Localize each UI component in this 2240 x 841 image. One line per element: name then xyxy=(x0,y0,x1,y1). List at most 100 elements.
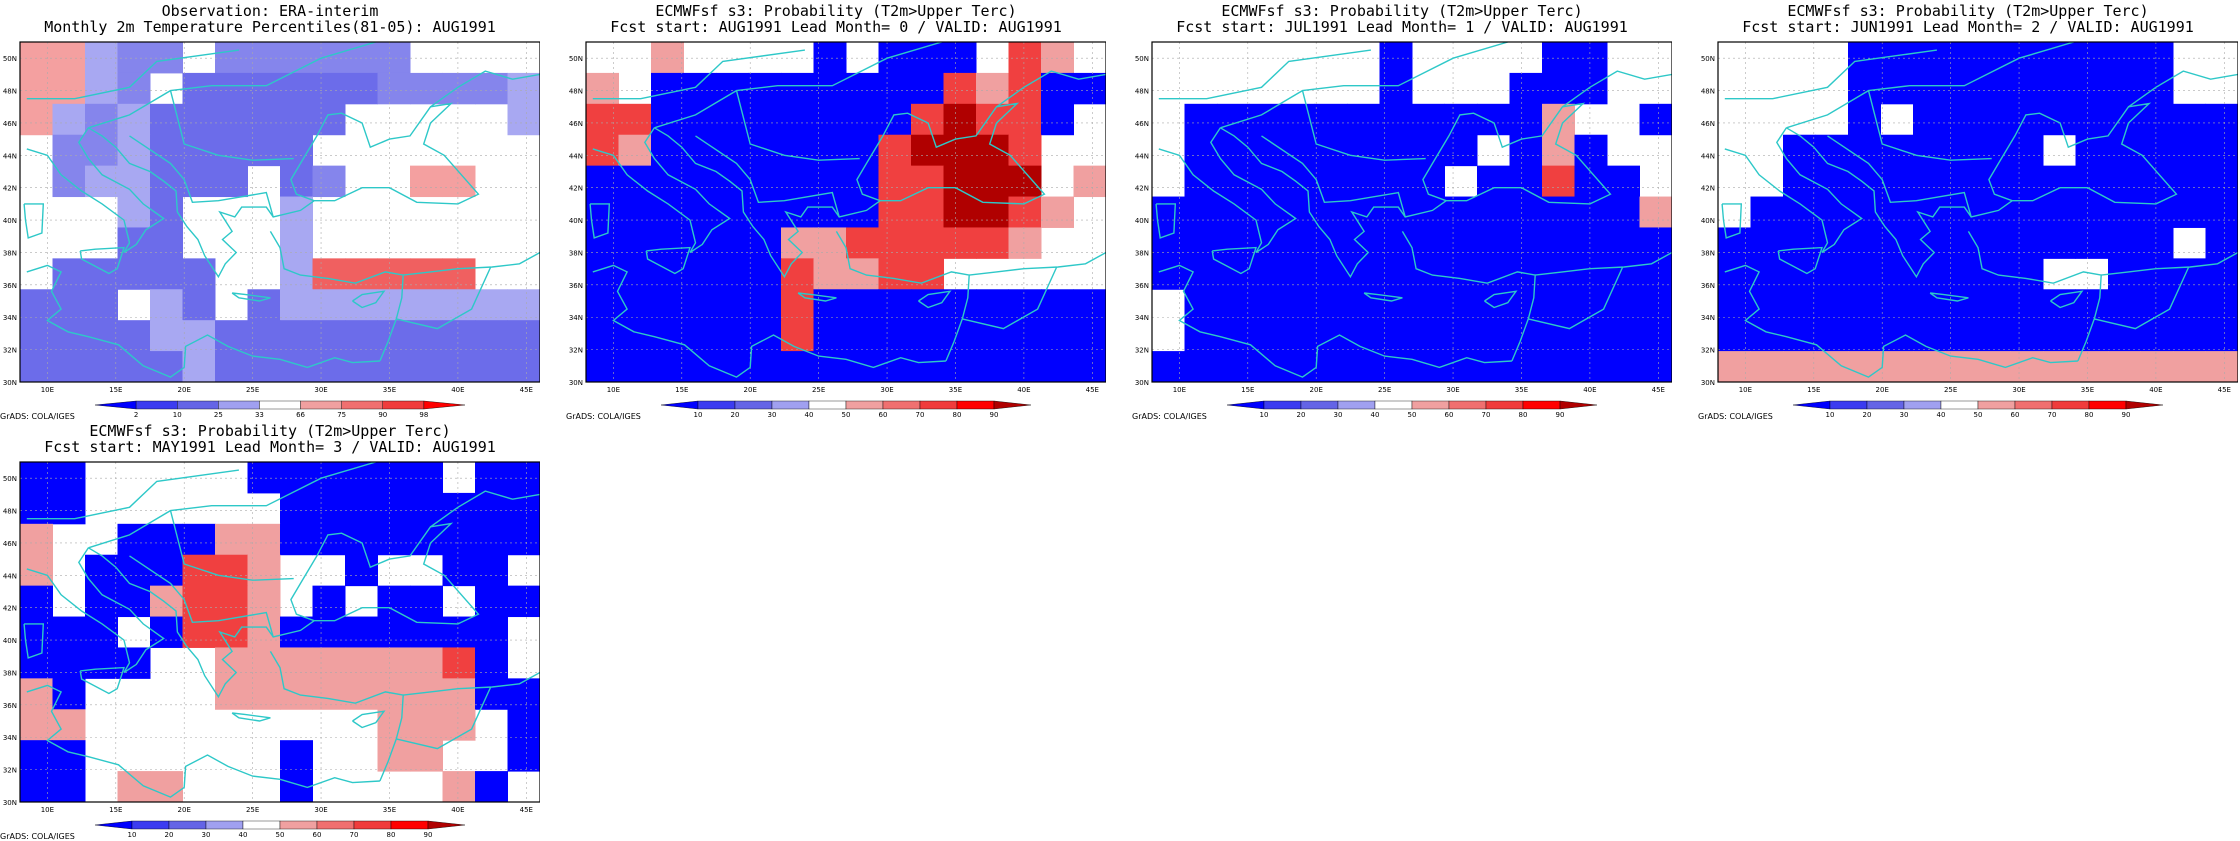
coastline xyxy=(26,127,165,254)
graticule xyxy=(20,462,540,803)
colorbar-label: 2 xyxy=(134,411,138,419)
grid-cell xyxy=(1783,351,1816,382)
grid-cell xyxy=(1249,196,1283,228)
grid-cell xyxy=(716,165,749,198)
grid-cell xyxy=(215,523,248,556)
grid-cell xyxy=(2140,165,2174,198)
lon-tick-label: 30E xyxy=(314,386,327,394)
grid-cell xyxy=(976,165,1009,198)
lon-tick-label: 35E xyxy=(949,386,962,394)
grid-cell xyxy=(2010,289,2044,321)
grid-cell xyxy=(507,103,540,136)
coastline xyxy=(969,251,1106,276)
coastline xyxy=(1724,264,2078,378)
grid-cell xyxy=(442,523,476,556)
coastline xyxy=(1363,292,1403,302)
grid-cell xyxy=(781,72,814,105)
lat-tick-label: 34N xyxy=(569,314,583,322)
grid-cell xyxy=(507,462,540,494)
grid-cell xyxy=(377,647,411,679)
grid-cell xyxy=(280,320,313,352)
grid-cell xyxy=(280,771,313,802)
grid-cell xyxy=(2010,351,2044,382)
colorbar: 10 20 30 40 50 60 70 80 90 xyxy=(1226,400,1598,419)
grid-cell xyxy=(1152,227,1185,259)
coastline xyxy=(654,102,1046,279)
grid-cell xyxy=(215,320,248,352)
colorbar-segment xyxy=(423,400,466,410)
grid-cell xyxy=(1314,320,1348,352)
lat-tick-label: 44N xyxy=(1701,152,1715,160)
grid-cell xyxy=(586,351,619,382)
grid-cell xyxy=(1008,196,1042,228)
grid-cell xyxy=(1945,289,1979,321)
lon-tick-label: 45E xyxy=(2218,386,2231,394)
grid-cell xyxy=(2140,134,2174,167)
coastline xyxy=(1401,231,1536,362)
grid-cell xyxy=(150,289,183,321)
grid-cell xyxy=(1607,258,1640,290)
grid-cell xyxy=(182,320,216,352)
coastline xyxy=(79,246,125,275)
grid-cell xyxy=(1815,227,1849,259)
lat-tick-label: 40N xyxy=(1701,217,1715,225)
grid-cell xyxy=(1913,351,1946,382)
colorbar-label: 30 xyxy=(202,831,211,839)
grid-cell xyxy=(1379,227,1413,259)
colorbar-label: 10 xyxy=(173,411,182,419)
lat-tick-label: 46N xyxy=(569,120,583,128)
grid-cell xyxy=(117,523,151,556)
grid-cell xyxy=(1041,320,1074,352)
grid-cell xyxy=(1184,103,1218,136)
colorbar-label: 40 xyxy=(239,831,248,839)
coastline xyxy=(26,684,380,798)
grid-cell xyxy=(1477,165,1510,198)
lat-tick-label: 32N xyxy=(1135,347,1149,355)
lat-tick-label: 42N xyxy=(1701,185,1715,193)
grid-cell xyxy=(1945,165,1979,198)
grid-cell xyxy=(1379,103,1413,136)
grid-cell xyxy=(85,289,118,321)
data-cells xyxy=(20,42,540,382)
grid-cell xyxy=(2043,165,2076,198)
grid-cell xyxy=(1945,42,1979,74)
grid-cell xyxy=(247,462,281,494)
grid-cell xyxy=(878,103,912,136)
colorbar-segment xyxy=(1411,400,1450,410)
grid-cell xyxy=(52,492,86,525)
grid-cell xyxy=(215,554,248,587)
grid-cell xyxy=(976,227,1009,259)
grid-cell xyxy=(2173,320,2206,352)
grid-cell xyxy=(150,42,183,74)
grid-cell xyxy=(1815,165,1849,198)
colorbar-segment xyxy=(882,400,921,410)
grid-cell xyxy=(1217,351,1250,382)
grid-cell xyxy=(345,616,378,648)
colorbar-segment xyxy=(771,400,810,410)
grid-cell xyxy=(442,554,476,587)
grid-cell xyxy=(878,134,912,167)
grid-cell xyxy=(1282,289,1315,321)
grid-cell xyxy=(215,585,248,618)
colorbar-segment xyxy=(218,400,260,410)
lat-tick-label: 32N xyxy=(3,767,17,775)
lon-tick-label: 30E xyxy=(2012,386,2025,394)
grid-cell xyxy=(280,351,313,382)
lat-tick-label: 42N xyxy=(3,605,17,613)
grid-cell xyxy=(2205,227,2238,259)
grid-cell xyxy=(20,72,53,105)
grid-cell xyxy=(2010,42,2044,74)
lon-tick-label: 25E xyxy=(1378,386,1391,394)
grid-cell xyxy=(1607,351,1640,382)
coastline xyxy=(352,290,386,309)
grid-cell xyxy=(1978,227,2011,259)
map-plot: 30N 32N 34N 36N 38N 40N 42N 44N 46N 48N 50N 10E 15E 2… xyxy=(569,41,1106,419)
grid-cell xyxy=(1444,289,1478,321)
grid-cell xyxy=(1574,227,1608,259)
grid-cell xyxy=(2205,289,2238,321)
colorbar-label: 60 xyxy=(1445,411,1454,419)
grid-cell xyxy=(280,492,313,525)
grid-cell xyxy=(618,258,652,290)
lon-tick-label: 15E xyxy=(1807,386,1820,394)
coastlines xyxy=(1721,42,2238,378)
